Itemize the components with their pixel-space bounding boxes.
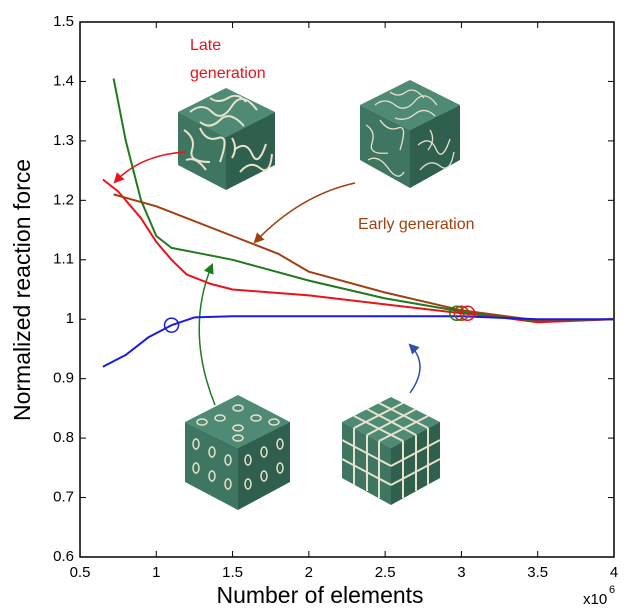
annotation: Early generation (358, 216, 475, 233)
y-tick-label: 0.9 (53, 370, 74, 387)
x-tick-label: 2 (305, 564, 313, 581)
convergence-circle (459, 305, 476, 322)
y-tick-label: 0.6 (53, 548, 74, 565)
y-tick-label: 1.5 (53, 13, 74, 30)
annotation: generation (190, 65, 266, 82)
x-tick-label: 3.5 (527, 564, 548, 581)
y-tick-label: 1.1 (53, 251, 74, 268)
x-tick-label: 4 (610, 564, 618, 581)
x-tick-label: 2.5 (375, 564, 396, 581)
y-tick-label: 1 (66, 310, 74, 327)
decoration (113, 80, 460, 510)
y-tick-label: 0.7 (53, 489, 74, 506)
plot-frame (79, 21, 615, 558)
y-tick-label: 1.3 (53, 132, 74, 149)
y-tick-label: 1.2 (53, 191, 74, 208)
data-line (113, 193, 615, 322)
y-tick-label: 1.4 (53, 72, 74, 89)
x-axis-label: Number of elements (216, 582, 423, 608)
x-tick-label: 0.5 (70, 564, 91, 581)
x-offset-exp: 6 (609, 584, 615, 596)
convergence-circle (453, 305, 470, 322)
data-line (102, 178, 615, 324)
x-tick-label: 1.5 (222, 564, 243, 581)
data-line (102, 315, 614, 368)
x-tick-label: 3 (457, 564, 465, 581)
convergence-circle (449, 305, 465, 322)
x-tick-label: 1 (152, 564, 160, 581)
annotation: Late (190, 37, 221, 54)
convergence-circle (163, 317, 180, 333)
y-axis-label: Normalized reaction force (9, 159, 35, 421)
x-offset-text: x10 (583, 591, 607, 608)
y-tick-label: 0.8 (53, 429, 74, 446)
